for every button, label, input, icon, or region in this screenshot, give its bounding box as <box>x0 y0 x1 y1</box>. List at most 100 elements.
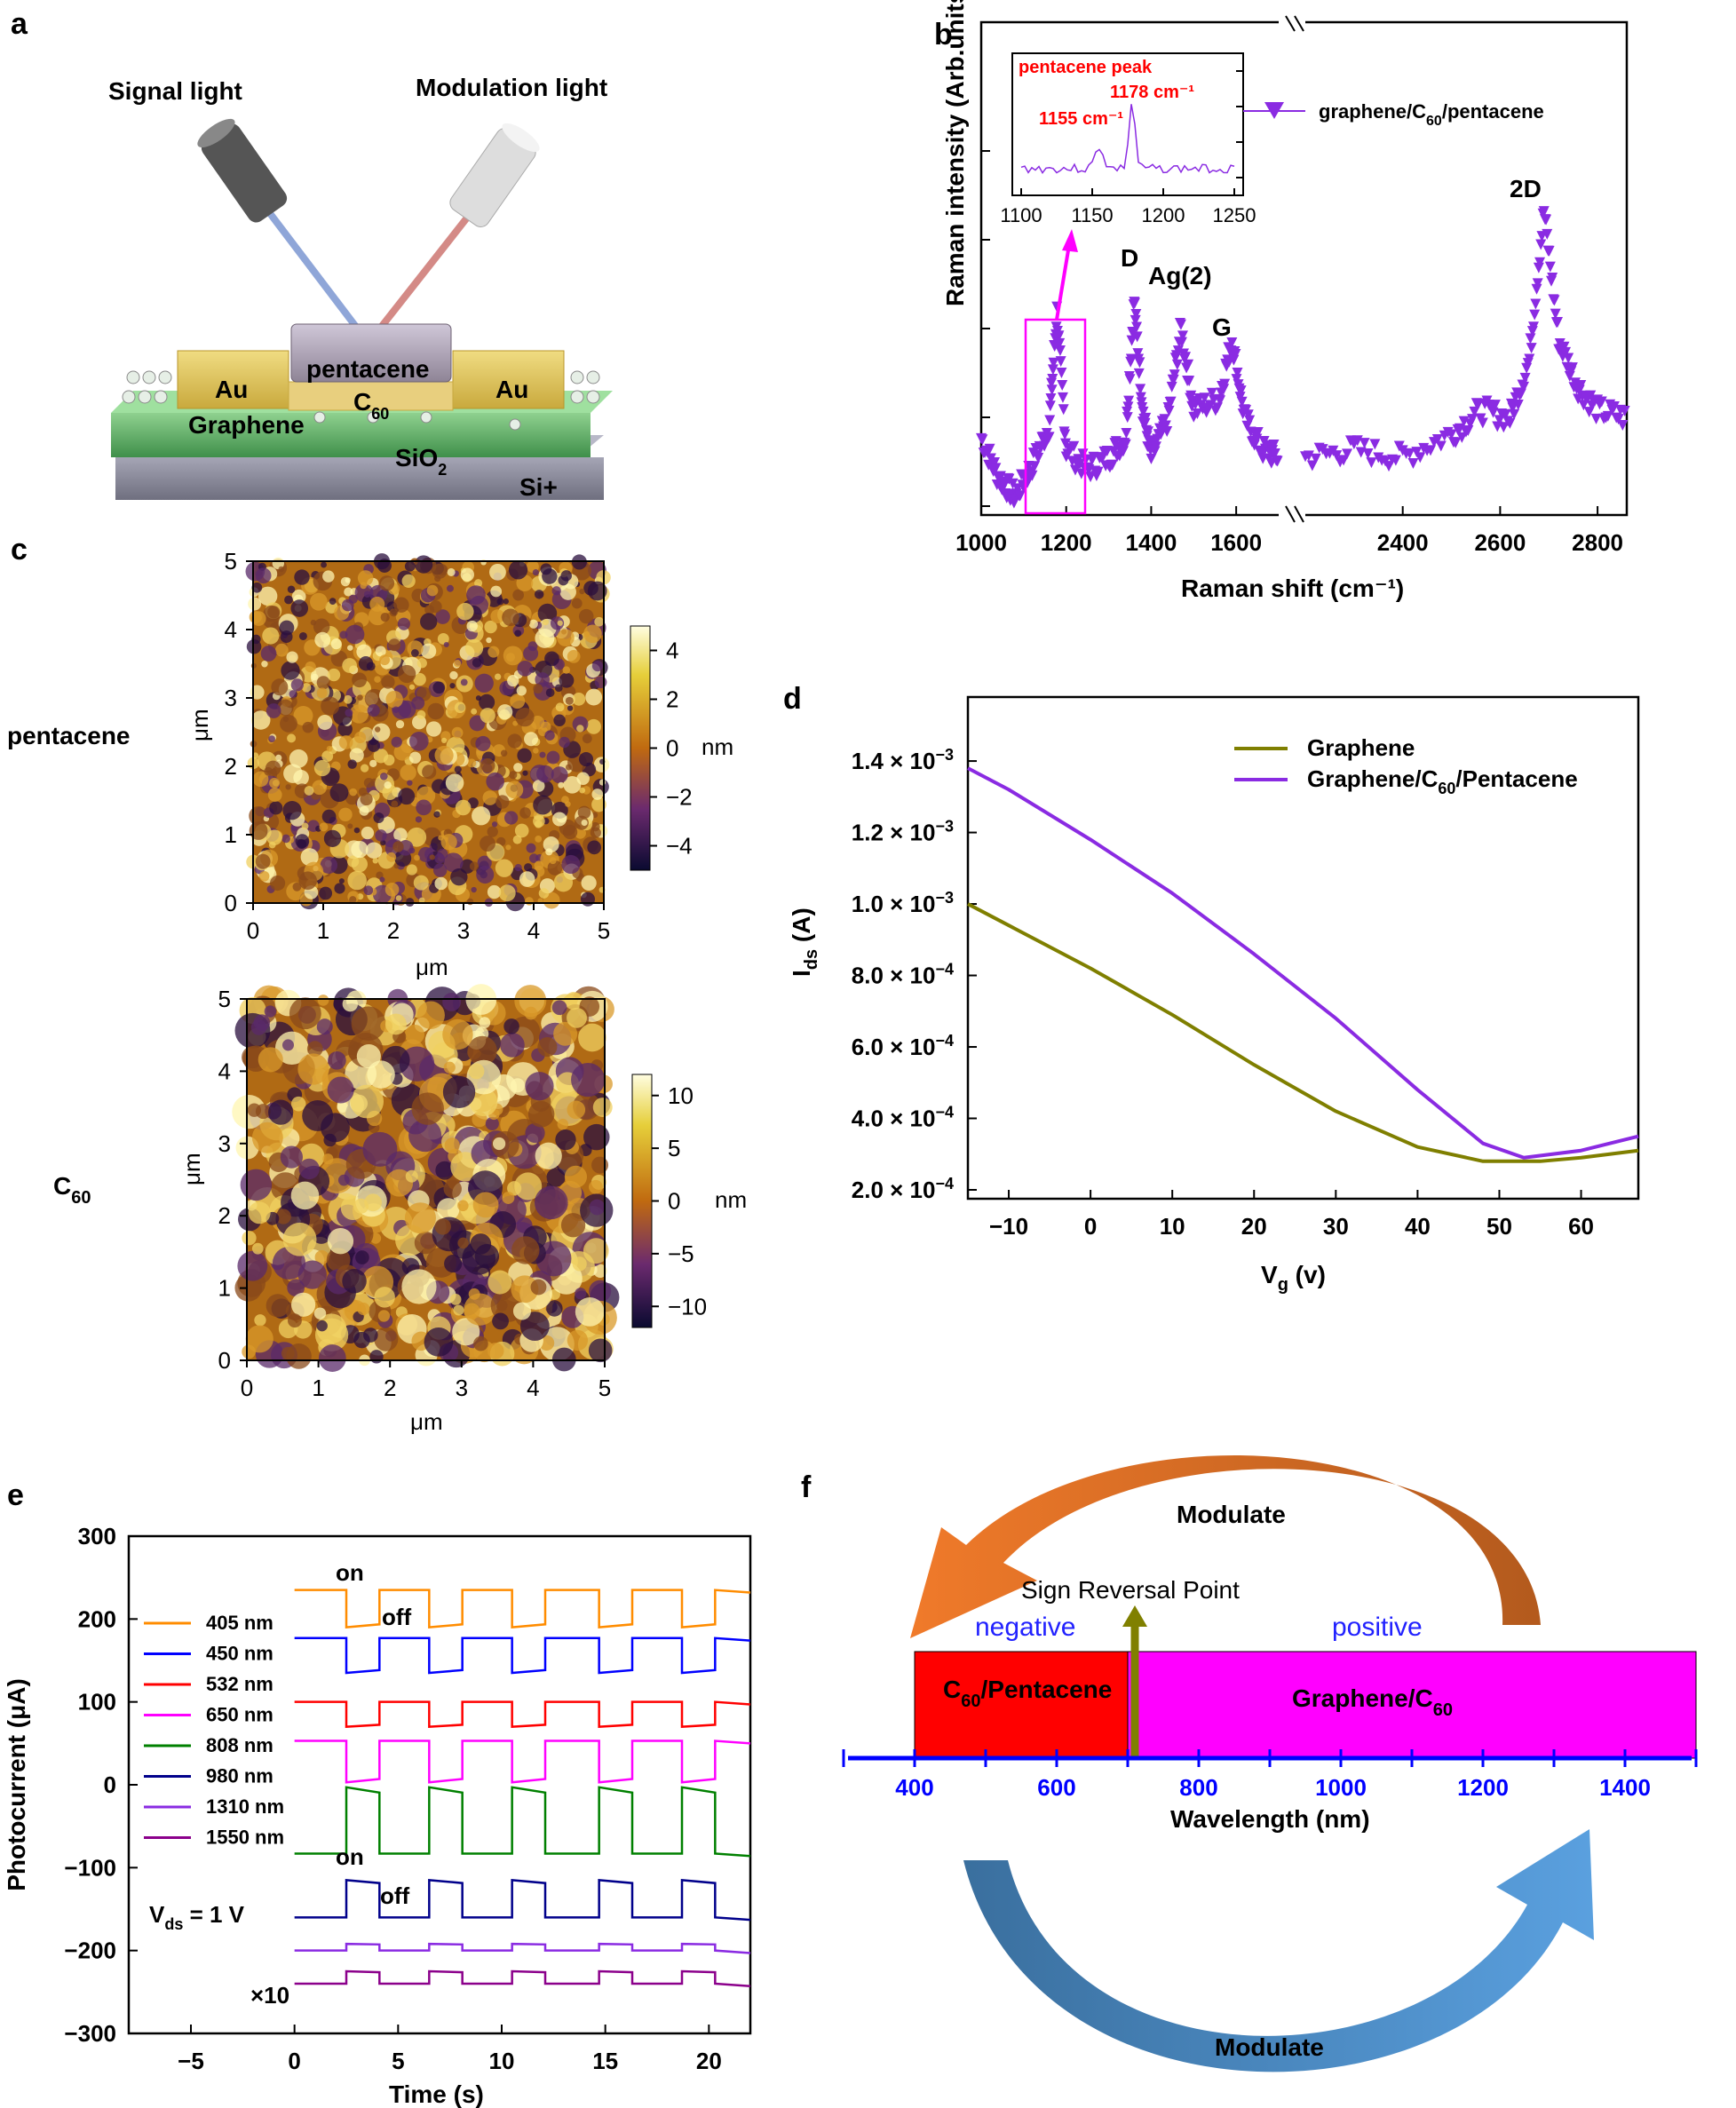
afm-grain <box>589 1179 603 1194</box>
afm-grain <box>469 1088 498 1117</box>
afm-grain <box>567 705 574 711</box>
afm-grain <box>591 796 606 812</box>
sign-reversal-arrowhead-icon <box>1122 1605 1147 1627</box>
afm-grain <box>349 704 369 724</box>
afm-grain <box>535 672 551 687</box>
off-label-top: off <box>382 1604 412 1630</box>
afm1-y-tick-label: 5 <box>225 548 237 575</box>
afm2-x-tick-label: 1 <box>312 1375 324 1401</box>
afm-grain <box>490 609 505 624</box>
raman-point <box>1044 400 1056 412</box>
afm-grain <box>434 745 454 765</box>
afm-grain <box>449 670 458 680</box>
afm-grain <box>317 995 329 1006</box>
afm-grain <box>515 707 535 727</box>
afm-grain <box>553 1021 578 1046</box>
raman-point <box>1435 440 1447 452</box>
afm-grain <box>460 678 468 686</box>
afm1-x-tick-label: 1 <box>317 917 329 944</box>
raman-point <box>1590 413 1602 424</box>
afm-grain <box>374 726 381 733</box>
afm-grain <box>282 716 289 723</box>
afm1-y-tick-label: 1 <box>225 821 237 848</box>
raman-point <box>1534 257 1546 268</box>
afm-grain <box>339 630 348 639</box>
raman-point <box>1120 439 1131 450</box>
afm-grain <box>565 764 572 771</box>
afm-grain <box>561 854 581 875</box>
afm-grain <box>433 811 440 818</box>
afm-grain <box>442 1075 476 1109</box>
raman-point <box>1269 448 1280 459</box>
afm-grain <box>281 661 300 680</box>
raman-point <box>1126 335 1138 346</box>
afm-grain <box>410 649 419 657</box>
afm-grain <box>401 574 416 588</box>
afm-grain <box>414 555 433 574</box>
afm-grain <box>413 875 429 891</box>
afm-grain <box>591 821 600 832</box>
afm-grain <box>250 611 266 626</box>
raman-point <box>1133 368 1145 379</box>
afm-grain <box>496 598 504 606</box>
afm-grain <box>275 1209 291 1224</box>
raman-point <box>1135 384 1146 395</box>
raman-point <box>1122 412 1133 424</box>
afm-grain <box>505 844 511 851</box>
afm-grain <box>266 1294 289 1318</box>
afm-grain <box>544 651 559 667</box>
afm-grain <box>323 829 342 847</box>
transfer-series <box>967 766 1639 1163</box>
raman-point <box>1547 273 1558 284</box>
raman-point <box>1192 408 1203 419</box>
afm-grain <box>341 598 354 612</box>
afm-grain <box>529 853 539 863</box>
afm-grain <box>353 731 367 744</box>
afm-grain <box>252 771 269 788</box>
raman-point <box>1168 374 1179 385</box>
afm-grain <box>564 1165 587 1188</box>
afm-grain <box>594 616 605 627</box>
afm-grain <box>585 688 603 706</box>
raman-point <box>1143 426 1154 438</box>
afm-grain <box>351 840 369 859</box>
panel-b-label: b <box>934 18 953 52</box>
photocurrent-legend-label: 1310 nm <box>206 1795 284 1818</box>
afm-grain <box>362 1131 398 1167</box>
raman-point <box>1477 417 1488 429</box>
raman-point <box>1129 297 1140 309</box>
sign-reversal-label: Sign Reversal Point <box>1021 1576 1240 1604</box>
afm-grain <box>456 603 474 621</box>
afm-grain <box>278 566 285 573</box>
afm-grain <box>576 725 584 733</box>
afm-grain <box>567 1007 587 1028</box>
raman-point <box>1524 353 1535 365</box>
afm-grain <box>254 1314 266 1327</box>
panel-f-label: f <box>801 1470 812 1504</box>
afm-grain <box>426 584 439 597</box>
afm-grain <box>507 733 522 749</box>
afm-grain <box>414 1231 438 1255</box>
afm-grain <box>581 819 588 827</box>
afm-grain <box>372 723 391 741</box>
raman-point <box>1230 349 1241 361</box>
raman-point <box>1180 352 1192 363</box>
afm-grain <box>327 668 341 682</box>
raman-point <box>1139 417 1151 429</box>
raman-point <box>1184 376 1195 387</box>
afm-grain <box>242 1344 256 1359</box>
afm-grain <box>557 629 575 646</box>
afm-grain <box>555 1129 576 1151</box>
afm-grain <box>385 690 403 709</box>
raman-point <box>1533 262 1544 273</box>
afm-grain <box>250 1019 267 1035</box>
afm-grain <box>404 560 416 572</box>
raman-point <box>1362 448 1374 460</box>
afm-grain <box>248 1201 271 1224</box>
afm-grain <box>343 694 353 704</box>
afm-grain <box>471 886 477 893</box>
modulate-top-label: Modulate <box>1177 1501 1286 1528</box>
afm-grain <box>375 646 386 657</box>
afm-grain <box>575 1296 605 1327</box>
